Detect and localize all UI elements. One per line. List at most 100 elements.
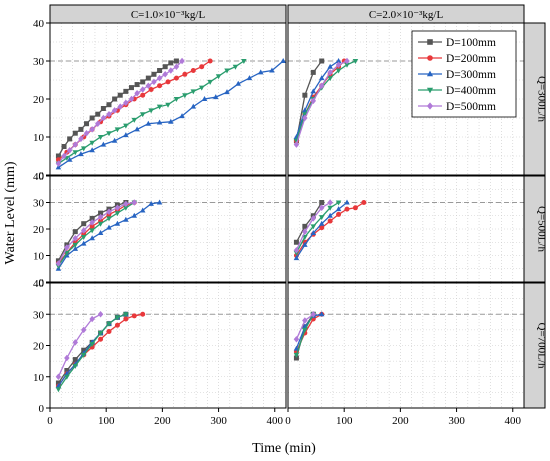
y-tick-label: 10 [33,372,45,384]
series-D=500mm [55,311,104,380]
data-point [302,92,308,98]
series-D=100mm [55,58,179,159]
data-point [168,67,174,74]
x-tick-label: 400 [505,415,522,427]
data-point [344,199,350,205]
data-point [213,94,219,100]
data-point [157,83,163,89]
legend-marker [426,70,434,77]
series-D=400mm [55,59,247,167]
data-point [89,115,95,121]
data-point [123,200,129,208]
y-axis-label: Water Level (mm) [3,161,18,264]
data-point [335,200,342,206]
data-point [97,229,104,235]
series-line [295,60,356,141]
data-point [310,224,317,230]
data-point [72,130,78,136]
data-point [55,164,62,170]
data-point [327,212,333,218]
y-tick-label: 0 [39,403,45,415]
x-tick-label: 300 [210,415,227,427]
data-point [117,92,123,98]
data-point [293,255,300,261]
data-point [55,373,62,380]
y-tick-label: 30 [33,309,45,321]
data-point [89,219,95,226]
data-point [310,215,317,222]
data-point [327,199,333,206]
data-point [162,64,168,70]
row-strip-label: Q=700L/h [536,323,548,369]
data-point [224,89,230,95]
data-point [156,199,163,205]
data-point [114,204,121,212]
data-point [165,79,171,85]
data-point [293,355,299,361]
row-strip [523,175,546,283]
grid [288,283,524,408]
data-point [128,85,134,91]
data-point [165,102,171,108]
data-point [61,152,67,160]
data-point [310,97,317,105]
data-point [123,88,129,94]
x-tick-label: 200 [154,415,171,427]
data-point [173,97,180,102]
x-tick-label: 300 [448,415,465,427]
data-point [98,336,104,342]
data-point [114,315,121,321]
legend-label: D=200mm [446,53,496,65]
series-line [295,60,339,138]
data-point [269,67,275,73]
data-point [201,96,208,101]
data-point [173,75,179,81]
y-tick-label: 20 [33,224,45,236]
data-point [123,132,129,138]
y-tick-label: 0 [39,170,45,182]
legend-label: D=400mm [446,85,496,97]
data-point [344,206,350,212]
data-point [95,120,101,127]
data-point [123,205,129,211]
data-point [72,141,79,148]
data-point [156,104,163,110]
data-point [352,59,359,64]
data-point [336,211,342,217]
series-line [295,60,323,141]
data-point [89,228,95,234]
data-point [123,99,129,107]
data-point [106,208,112,216]
column-strip [287,4,525,24]
data-point [140,311,146,317]
data-point [111,107,118,114]
data-point [318,82,325,89]
data-point [67,136,73,142]
y-tick-label: 0 [39,277,45,289]
legend-marker [426,102,434,110]
data-point [72,229,78,235]
data-point [89,147,95,153]
panel-r0-c0 [49,22,287,176]
row-strip-label: Q=300L/h [536,76,548,122]
series-D=500mm [293,57,350,148]
data-point [224,68,230,74]
data-point [89,235,95,241]
data-point [335,61,342,69]
legend: D=100mm D=200mm D=300mm D=400mm D=500mm [411,30,517,118]
data-point [139,207,146,213]
data-point [55,387,62,393]
series-line [57,60,177,157]
data-point [106,321,112,327]
data-point [95,111,101,117]
x-tick-label: 200 [392,415,409,427]
column-strip-label: C=1.0×10⁻³kg/L [131,9,206,21]
series-D=500mm [55,57,185,167]
data-point [344,62,350,68]
data-point [66,156,73,162]
data-point [72,242,79,248]
data-point [156,74,163,82]
data-point [280,58,286,63]
data-point [145,82,152,89]
series-D=400mm [55,312,129,393]
